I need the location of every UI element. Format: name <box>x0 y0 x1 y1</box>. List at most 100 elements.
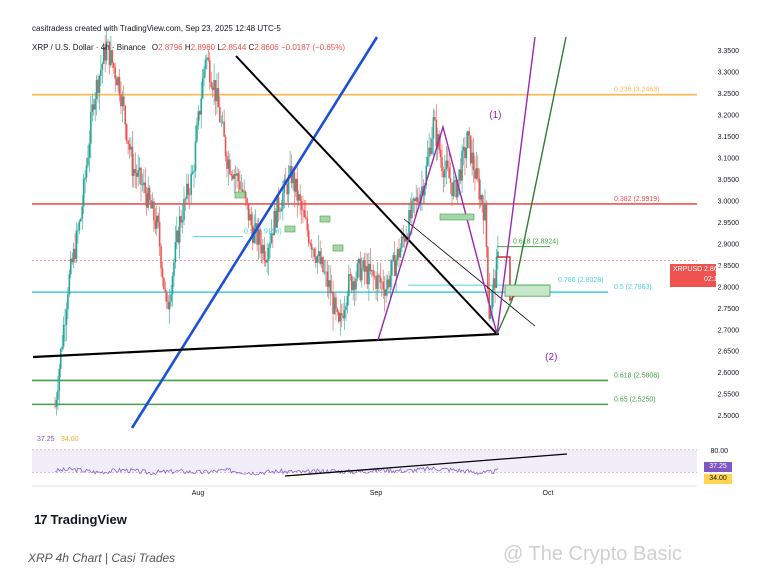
candle-body <box>412 198 415 201</box>
candle-body <box>196 125 198 142</box>
candle-body <box>339 313 342 322</box>
candle-body <box>495 256 498 288</box>
y-tick-label: 2.7000 <box>718 327 740 334</box>
rsi-axis-label: 80.00 <box>710 448 728 455</box>
ohlc-h-label: H <box>184 43 191 52</box>
candle-body <box>327 280 330 287</box>
candle-body <box>61 346 63 350</box>
candle-body <box>279 211 281 212</box>
candle-body <box>332 291 334 314</box>
candle-body <box>474 169 476 179</box>
channel-line <box>403 218 536 327</box>
candle-body <box>85 165 88 178</box>
candle-body <box>274 210 277 228</box>
candle-body <box>282 193 284 209</box>
candle-body <box>484 202 486 221</box>
candle-body <box>370 270 373 272</box>
watermark: @ The Crypto Basic <box>503 543 682 565</box>
candle-body <box>396 249 399 261</box>
candle-body <box>472 152 475 170</box>
candle-body <box>346 296 349 307</box>
candle-body <box>485 202 488 248</box>
candle-body <box>330 291 333 294</box>
candle-body <box>411 200 413 219</box>
candle-body <box>111 50 114 64</box>
candle-body <box>475 168 478 179</box>
candle-body <box>302 209 304 211</box>
candle-body <box>478 178 481 200</box>
candle-body <box>98 76 101 93</box>
candle-body <box>233 174 235 179</box>
candle-body <box>365 266 367 272</box>
candle-body <box>217 87 220 108</box>
y-tick-label: 2.5500 <box>718 392 740 399</box>
candle-body <box>313 248 316 257</box>
candle-body <box>77 230 79 231</box>
rsi-line <box>54 466 499 476</box>
candle-body <box>181 220 184 223</box>
candle-body <box>176 230 178 243</box>
candle-body <box>451 182 453 197</box>
candle-body <box>224 136 227 156</box>
candle-body <box>124 106 127 125</box>
candle-body <box>315 256 317 263</box>
candle-body <box>155 215 158 229</box>
candle-body <box>57 390 59 400</box>
candle-body <box>207 57 210 61</box>
fib-level-label: 0.382 (2.9919) <box>614 196 660 203</box>
candle-body <box>153 201 155 221</box>
candle-body <box>197 111 200 126</box>
candle-body <box>386 279 389 289</box>
candle-body <box>307 230 310 243</box>
candle-body <box>183 198 185 221</box>
candle-body <box>338 312 340 322</box>
wave-label: (2) <box>545 352 557 363</box>
falling-trendline <box>235 55 498 335</box>
candle-body <box>426 156 429 166</box>
candle-body <box>180 216 182 223</box>
y-tick-label: 3.3000 <box>718 70 740 77</box>
symbol-name: XRP / U.S. Dollar · 4h · Binance <box>32 43 146 52</box>
candle-body <box>269 242 271 248</box>
drawings: (1) (2) <box>32 36 567 429</box>
ohlc-c-value: 2.8606 <box>254 43 279 52</box>
candle-body <box>95 79 98 100</box>
candle-body <box>256 223 258 245</box>
candle-body <box>487 247 489 290</box>
candle-body <box>102 47 105 64</box>
candle-body <box>446 160 449 168</box>
demand-zone <box>439 213 475 221</box>
demand-zone <box>332 244 344 252</box>
candle-body <box>444 169 446 178</box>
candle-body <box>154 220 157 229</box>
ohlc-l-label: L <box>217 43 222 52</box>
fib-level-label: 0.5 (2.9158) <box>244 229 282 236</box>
candle-body <box>186 183 188 199</box>
demand-zone <box>234 191 246 199</box>
fib-level-label: 0.236 (3.2463) <box>614 87 660 94</box>
candle-body <box>138 167 141 171</box>
candle-body <box>491 290 493 309</box>
candle-body <box>193 170 195 172</box>
candle-body <box>494 278 496 288</box>
candle-body <box>379 276 382 283</box>
candle-body <box>432 117 435 139</box>
candle-body <box>110 50 112 66</box>
attribution-text: casitradess created with TradingView.com… <box>32 24 281 33</box>
chart-caption: XRP 4h Chart | Casi Trades <box>28 551 176 565</box>
candle-body <box>240 189 243 191</box>
candles <box>54 26 499 416</box>
candle-body <box>211 87 214 91</box>
candle-body <box>128 143 131 150</box>
candle-body <box>209 60 211 83</box>
candle-body <box>322 257 324 272</box>
candle-body <box>230 173 233 176</box>
fib-level-label: 0.5 (2.7863) <box>614 284 652 291</box>
candle-body <box>161 268 164 278</box>
candle-body <box>168 301 171 310</box>
candle-body <box>286 183 288 195</box>
candle-body <box>305 217 307 219</box>
candle-body <box>424 185 426 196</box>
candle-body <box>295 178 297 192</box>
